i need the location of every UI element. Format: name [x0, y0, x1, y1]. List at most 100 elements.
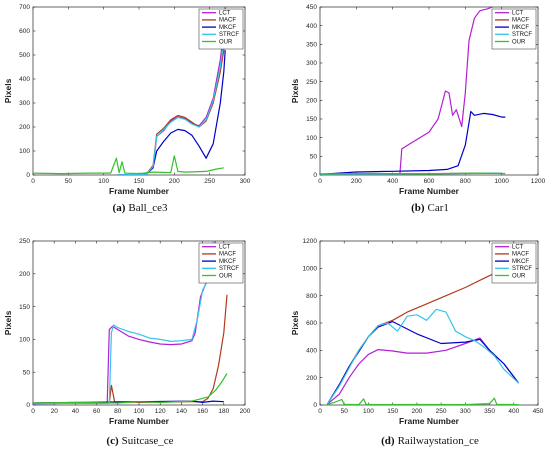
x-tick-label: 20 — [51, 408, 59, 415]
x-tick-label: 140 — [176, 408, 187, 415]
x-tick-label: 400 — [508, 408, 519, 415]
x-tick-label: 300 — [460, 408, 471, 415]
legend-box — [491, 8, 537, 50]
x-tick-label: 200 — [169, 178, 180, 185]
series-line-our — [327, 397, 519, 405]
x-tick-label: 200 — [351, 178, 362, 185]
legend-label: MKCF — [512, 25, 529, 31]
y-axis-label: Pixels — [290, 78, 300, 103]
y-tick-label: 600 — [306, 320, 317, 327]
x-tick-label: 60 — [93, 408, 101, 415]
y-axis-label: Pixels — [290, 310, 300, 335]
x-tick-label: 800 — [460, 178, 471, 185]
caption-name: Suitcase_ce — [122, 435, 174, 447]
legend-label: OUR — [512, 39, 526, 45]
legend-label: LCT — [512, 11, 524, 17]
y-tick-label: 1000 — [303, 266, 318, 273]
y-axis-label: Pixels — [3, 310, 13, 335]
series-group — [33, 7, 226, 175]
caption-name: Railwaystation_ce — [398, 435, 479, 447]
y-tick-label: 700 — [19, 4, 30, 11]
x-tick-label: 400 — [387, 178, 398, 185]
x-axis-label: Frame Number — [109, 186, 170, 196]
series-line-our — [33, 373, 228, 404]
legend-label: LCT — [219, 11, 231, 17]
legend-label: OUR — [219, 273, 233, 279]
legend-label: MACF — [219, 252, 236, 258]
x-axis-label: Frame Number — [109, 416, 170, 426]
x-tick-label: 50 — [65, 178, 73, 185]
series-line-lct — [320, 7, 493, 175]
y-tick-label: 0 — [313, 172, 317, 179]
y-tick-label: 100 — [19, 337, 30, 344]
y-tick-label: 200 — [306, 375, 317, 382]
y-tick-label: 450 — [306, 4, 317, 11]
legend-label: OUR — [219, 39, 233, 45]
x-tick-label: 80 — [114, 408, 122, 415]
y-tick-label: 50 — [310, 154, 318, 161]
x-tick-label: 150 — [134, 178, 145, 185]
x-tick-label: 1000 — [494, 178, 509, 185]
y-tick-label: 100 — [306, 135, 317, 142]
x-tick-label: 600 — [424, 178, 435, 185]
legend-label: STRCF — [512, 32, 532, 38]
y-axis-label: Pixels — [3, 78, 13, 103]
series-group — [33, 241, 228, 405]
y-tick-label: 150 — [19, 304, 30, 311]
y-tick-label: 350 — [306, 42, 317, 49]
x-tick-label: 200 — [240, 408, 251, 415]
legend-label: MKCF — [219, 25, 236, 31]
x-tick-label: 450 — [533, 408, 544, 415]
y-tick-label: 400 — [19, 76, 30, 83]
y-tick-label: 0 — [26, 172, 30, 179]
legend-label: MKCF — [219, 259, 236, 265]
y-tick-label: 0 — [26, 402, 30, 409]
chart-panel: 0 20 40 60 80 100 120 140 160 180 200 0 50 100 150 200 2… — [3, 238, 251, 447]
y-tick-label: 250 — [19, 238, 30, 245]
y-tick-label: 1200 — [303, 238, 318, 245]
panel-caption: (b) Car1 — [411, 202, 449, 214]
series-line-mkcf — [320, 110, 506, 175]
x-tick-label: 350 — [484, 408, 495, 415]
chart-panel: 0 50 100 150 200 250 300 0 100 200 300 400 500 600 700… — [3, 4, 251, 214]
legend-label: LCT — [219, 245, 231, 251]
legend-label: MKCF — [512, 259, 529, 265]
legend-box — [198, 8, 244, 50]
x-tick-label: 180 — [218, 408, 229, 415]
y-tick-label: 0 — [313, 402, 317, 409]
legend-box — [491, 242, 537, 284]
legend-label: MACF — [512, 252, 529, 258]
y-tick-label: 400 — [306, 23, 317, 30]
caption-letter: (b) — [411, 202, 425, 214]
series-group — [320, 7, 506, 175]
caption-letter: (d) — [381, 435, 395, 447]
x-tick-label: 40 — [72, 408, 80, 415]
series-line-strcf — [33, 241, 214, 405]
x-tick-label: 250 — [436, 408, 447, 415]
y-tick-label: 200 — [19, 271, 30, 278]
legend-box — [198, 242, 244, 284]
caption-name: Car1 — [428, 202, 449, 214]
y-tick-label: 200 — [306, 98, 317, 105]
y-tick-label: 100 — [19, 148, 30, 155]
legend-label: OUR — [512, 273, 526, 279]
x-tick-label: 160 — [197, 408, 208, 415]
caption-letter: (c) — [106, 435, 119, 447]
y-tick-label: 300 — [19, 100, 30, 107]
x-tick-label: 100 — [363, 408, 374, 415]
x-tick-label: 0 — [318, 408, 322, 415]
series-line-our — [320, 172, 506, 175]
caption-letter: (a) — [113, 202, 126, 214]
x-tick-label: 50 — [341, 408, 349, 415]
legend-label: STRCF — [219, 32, 239, 38]
panel-caption: (d) Railwaystation_ce — [381, 435, 479, 447]
chart-panel: 0 50 100 150 200 250 300 350 400 450 0 200 400 600 800… — [290, 238, 544, 447]
chart-panel: 0 200 400 600 800 1000 1200 0 50 100 150 200 250 300 3… — [290, 4, 546, 214]
series-line-strcf — [117, 21, 226, 175]
legend-label: STRCF — [219, 266, 239, 272]
caption-name: Ball_ce3 — [128, 202, 168, 214]
